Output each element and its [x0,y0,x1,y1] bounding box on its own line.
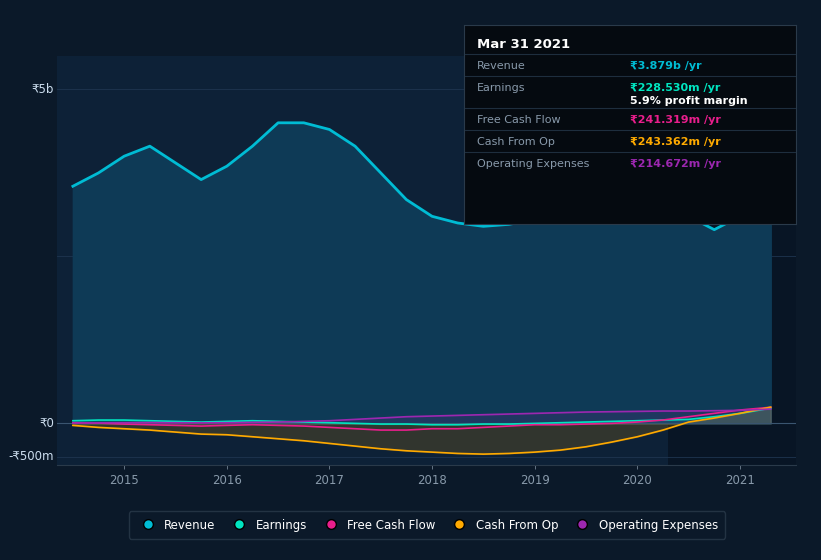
Legend: Revenue, Earnings, Free Cash Flow, Cash From Op, Operating Expenses: Revenue, Earnings, Free Cash Flow, Cash … [129,511,725,539]
Text: ₹228.530m /yr: ₹228.530m /yr [631,83,721,93]
Text: Operating Expenses: Operating Expenses [477,159,589,169]
Text: Revenue: Revenue [477,61,526,71]
Text: ₹243.362m /yr: ₹243.362m /yr [631,137,721,147]
Text: ₹214.672m /yr: ₹214.672m /yr [631,159,721,169]
Text: ₹0: ₹0 [39,417,54,430]
Text: 5.9% profit margin: 5.9% profit margin [631,96,748,106]
Bar [668,56,796,465]
Text: ₹5b: ₹5b [31,83,54,96]
Text: Mar 31 2021: Mar 31 2021 [477,38,571,51]
Text: Cash From Op: Cash From Op [477,137,555,147]
Text: -₹500m: -₹500m [8,450,54,463]
Text: ₹241.319m /yr: ₹241.319m /yr [631,115,721,125]
Text: ₹3.879b /yr: ₹3.879b /yr [631,61,702,71]
Text: Earnings: Earnings [477,83,525,93]
Text: Free Cash Flow: Free Cash Flow [477,115,561,125]
